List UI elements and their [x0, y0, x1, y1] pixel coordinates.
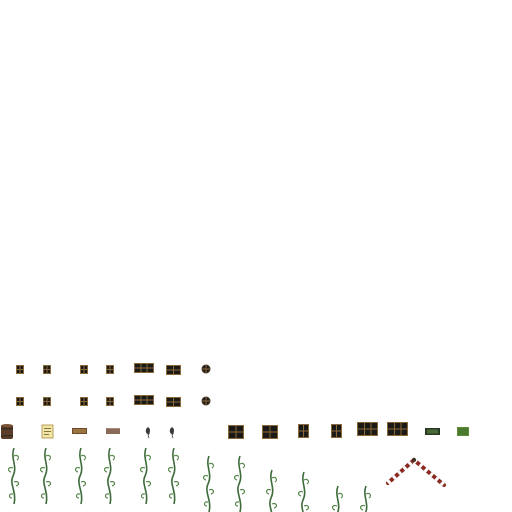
large-window-sprite: [262, 425, 278, 439]
parchment-note-sprite: [42, 425, 53, 438]
medium-window-sprite: [166, 365, 181, 375]
vine-sprite: [235, 456, 245, 512]
vine-sprite: [76, 448, 86, 504]
small-window-sprite: [43, 397, 51, 406]
tall-window-sprite: [331, 424, 342, 438]
wide-window-sprite: [134, 363, 154, 373]
round-window-sprite: [202, 397, 211, 406]
round-window-sprite: [202, 365, 211, 374]
vine-sprite: [204, 456, 214, 512]
feather-sprite: [146, 427, 150, 438]
vine-sprite: [333, 486, 343, 512]
vine-sprite: [267, 470, 277, 512]
rope-arch-sprite: [388, 458, 444, 485]
vine-sprite: [169, 448, 179, 504]
vine-sprite: [105, 448, 115, 504]
large-window-sprite: [228, 425, 244, 439]
dark-green-box-sprite: [425, 428, 440, 435]
small-window-sprite: [43, 365, 51, 374]
small-window-sprite: [16, 365, 24, 374]
tall-window-sprite: [298, 424, 309, 438]
wide-window-sprite: [387, 422, 408, 436]
small-window-sprite: [80, 365, 88, 374]
vine-sprite: [141, 448, 151, 504]
small-window-sprite: [16, 397, 24, 406]
medium-window-sprite: [166, 397, 181, 407]
barrel-sprite: [1, 424, 13, 439]
wide-window-sprite: [134, 395, 154, 405]
small-window-sprite: [106, 365, 114, 374]
vines-row: [9, 448, 444, 512]
vine-sprite: [299, 472, 309, 512]
green-box-sprite: [457, 427, 469, 436]
small-window-sprite: [80, 397, 88, 406]
props-row: [1, 422, 469, 439]
wide-window-sprite: [357, 422, 378, 436]
small-windows-row-1: [16, 363, 211, 375]
wooden-plank-sprite: [106, 428, 120, 434]
small-window-sprite: [106, 397, 114, 406]
feather-sprite: [170, 427, 174, 438]
wooden-sign-sprite: [72, 428, 87, 434]
vine-sprite: [9, 448, 19, 504]
vine-sprite: [41, 448, 51, 504]
small-windows-row-2: [16, 395, 211, 407]
vine-sprite: [361, 486, 371, 512]
